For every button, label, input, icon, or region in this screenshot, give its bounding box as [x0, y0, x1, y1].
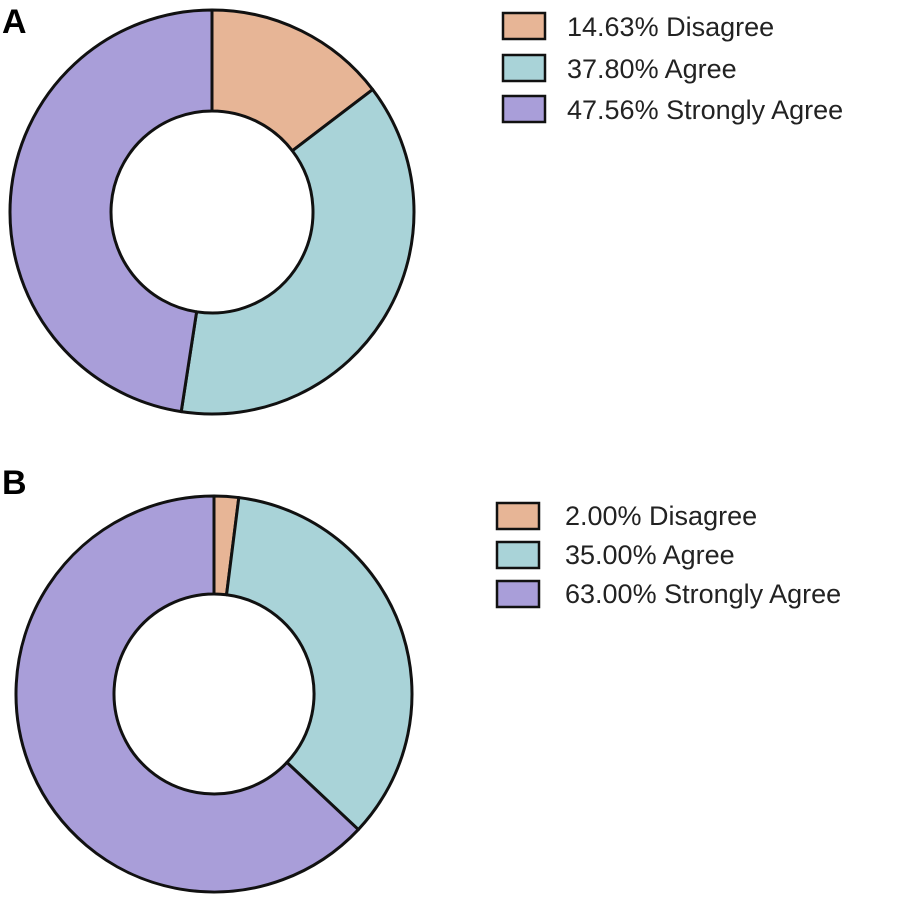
donut-b-slice-strongly-agree [14, 494, 360, 894]
legend-b-label-disagree: 2.00% Disagree [565, 501, 757, 531]
legend-b-label-agree: 35.00% Agree [565, 540, 735, 570]
legend-b-swatch-strongly-agree [495, 579, 541, 609]
legend-b-swatch-disagree [495, 501, 541, 531]
panel-b: B 2.00% Disagree 35.00% Agree 63.00% Str… [2, 464, 841, 894]
legend-a-swatch-disagree [501, 11, 547, 41]
legend-a-label-strongly-agree: 47.56% Strongly Agree [567, 95, 843, 125]
panel-label-a: A [2, 3, 27, 41]
legend-a-label-disagree: 14.63% Disagree [567, 12, 774, 42]
legend-a-swatch-agree [501, 53, 547, 83]
legend-a-label-agree: 37.80% Agree [567, 54, 737, 84]
legend-b-swatch-agree [495, 540, 541, 570]
donut-b-slices [14, 494, 414, 894]
donut-b-slice-agree [225, 496, 414, 832]
legend-a-swatch-strongly-agree [501, 94, 547, 124]
legend-b-label-strongly-agree: 63.00% Strongly Agree [565, 579, 841, 609]
legend-b: 2.00% Disagree 35.00% Agree 63.00% Stron… [495, 501, 841, 609]
panel-label-b: B [2, 464, 27, 502]
legend-a: 14.63% Disagree 37.80% Agree 47.56% Stro… [501, 11, 843, 125]
panel-a: A 14.63% Disagree 37.80% Agree 47.56% St… [2, 3, 843, 416]
donut-a-slice-agree [179, 88, 416, 416]
donut-a-slice-strongly-agree [8, 8, 214, 414]
donut-a-slices [8, 8, 416, 416]
